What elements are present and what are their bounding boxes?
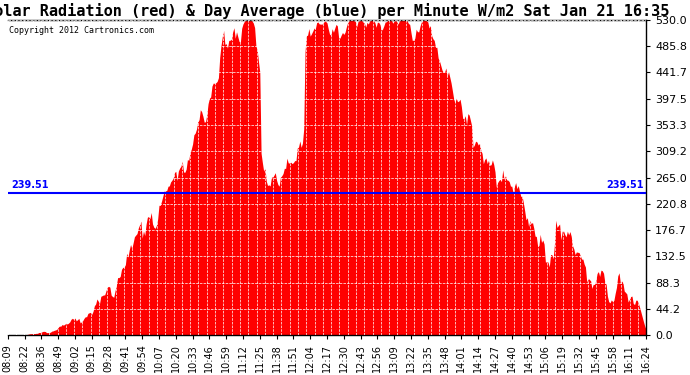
Text: 239.51: 239.51 [606, 180, 644, 190]
Text: 239.51: 239.51 [12, 180, 49, 190]
Title: Solar Radiation (red) & Day Average (blue) per Minute W/m2 Sat Jan 21 16:35: Solar Radiation (red) & Day Average (blu… [0, 3, 669, 19]
Text: Copyright 2012 Cartronics.com: Copyright 2012 Cartronics.com [9, 26, 154, 35]
